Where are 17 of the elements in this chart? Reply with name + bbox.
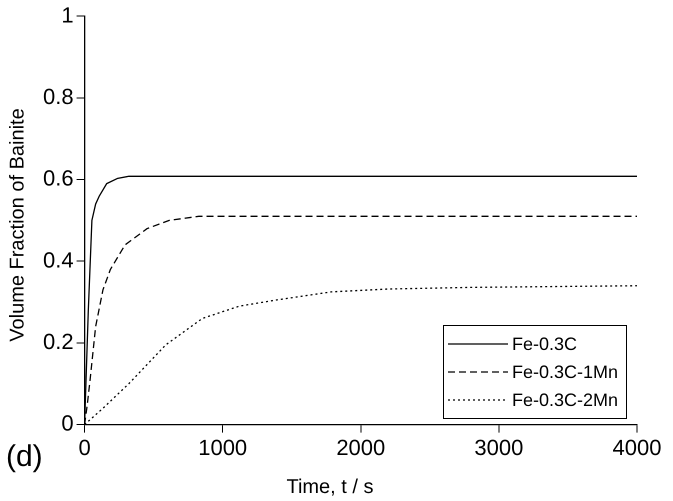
- y-tick-label: 0.2: [42, 328, 74, 354]
- text: (d): [6, 440, 43, 474]
- y-tick-label: 0: [61, 410, 74, 436]
- x-tick-label: 0: [78, 434, 91, 460]
- x-axis-title: Time, t / s: [286, 476, 374, 499]
- legend-label: Fe-0.3C-2Mn: [512, 388, 618, 412]
- x-tick-label: 1000: [198, 434, 248, 460]
- y-tick-label: 0.6: [42, 166, 74, 191]
- y-tick-label: 0.4: [42, 247, 74, 272]
- legend-label: Fe-0.3C-1Mn: [512, 360, 618, 384]
- x-tick-label: 4000: [612, 434, 662, 460]
- y-axis-title: Volume Fraction of Bainite: [6, 108, 30, 342]
- x-tick-label: 2000: [336, 434, 386, 460]
- y-tick-label: 0.8: [42, 84, 74, 109]
- legend-label: Fe-0.3C: [512, 332, 578, 356]
- y-tick-label: 1: [61, 2, 74, 28]
- x-tick-label: 3000: [474, 434, 524, 460]
